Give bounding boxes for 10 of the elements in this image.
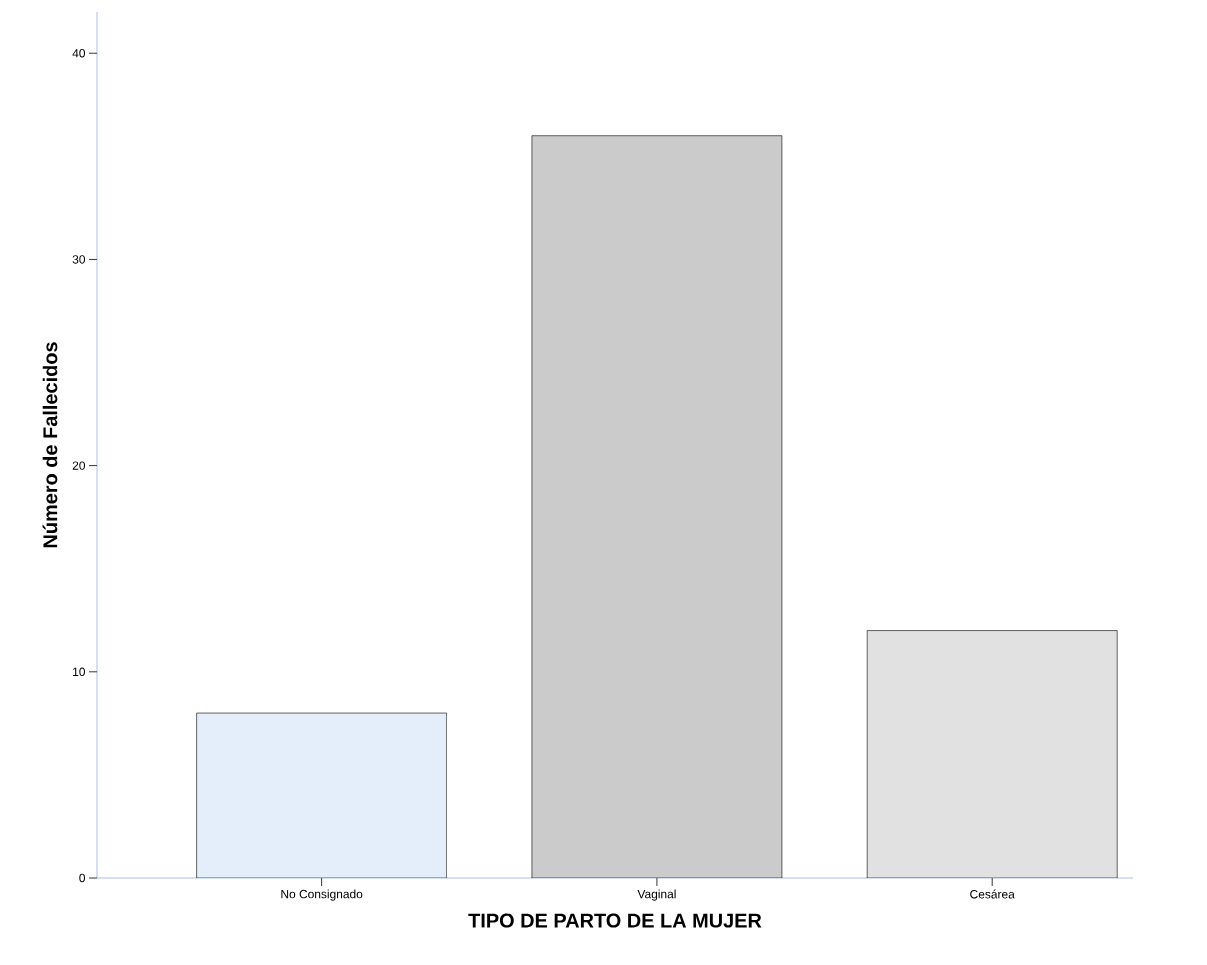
y-axis-title: Número de Fallecidos xyxy=(42,342,58,548)
x-tick-label: Vaginal xyxy=(637,889,676,901)
y-tick-label: 0 xyxy=(79,873,86,883)
x-axis-title: TIPO DE PARTO DE LA MUJER xyxy=(468,913,762,928)
y-tick-label: 10 xyxy=(73,667,86,677)
x-tick-label: No Consignado xyxy=(281,889,363,901)
y-tick-label: 40 xyxy=(72,49,86,58)
x-tick-label: Cesárea xyxy=(970,889,1015,899)
y-tick-label: 20 xyxy=(72,461,86,470)
y-tick-label: 30 xyxy=(72,255,86,264)
